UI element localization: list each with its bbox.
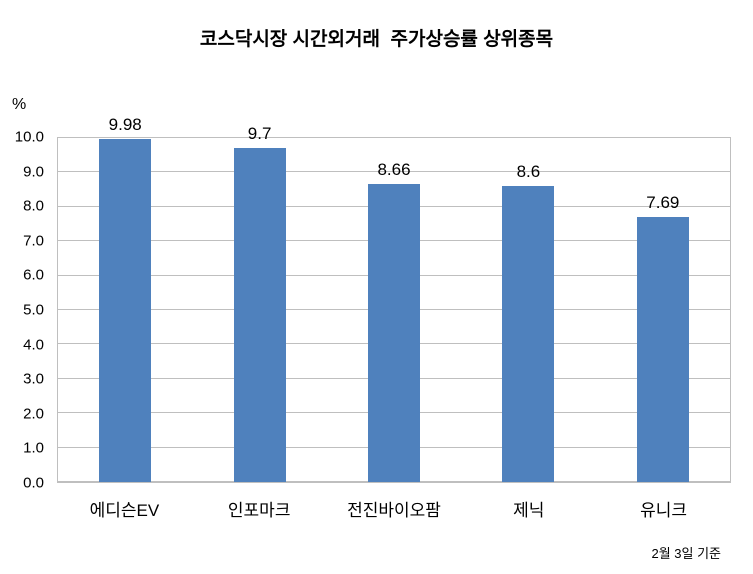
bar-slot: 8.66: [327, 138, 461, 482]
y-tick-label: 8.0: [23, 197, 44, 215]
bar-slot: 7.69: [596, 138, 730, 482]
bar: [636, 217, 689, 482]
footnote: 2월 3일 기준: [651, 546, 721, 561]
bar: [502, 186, 555, 482]
y-tick-label: 2.0: [23, 405, 44, 423]
category-label: 에디슨EV: [89, 501, 160, 520]
plot-area: 9.98 9.7 8.66 8.6 7.69: [57, 116, 731, 483]
value-label: 8.6: [516, 162, 541, 182]
y-tick-label: 4.0: [23, 336, 44, 354]
x-axis-category-labels: 에디슨EV 인포마크 전진바이오팜 제닉 유니크: [57, 496, 731, 521]
gridline: [58, 171, 730, 173]
chart-title: 코스닥시장 시간외거래 주가상승률 상위종목: [199, 29, 554, 50]
bars: 9.98 9.7 8.66 8.6 7.69: [58, 116, 730, 482]
y-tick-label: 3.0: [23, 370, 44, 388]
bar: [368, 184, 421, 482]
y-axis-tick-labels: 0.0 1.0 2.0 3.0 4.0 5.0 6.0 7.0 8.0 9.0 10.0: [0, 130, 50, 491]
bar: [99, 138, 152, 482]
value-label: 8.66: [377, 160, 411, 180]
gridline: [58, 137, 730, 138]
category-label: 유니크: [640, 501, 688, 520]
value-label: 7.69: [646, 193, 680, 213]
y-tick-label: 5.0: [23, 301, 44, 319]
bar-slot: 9.7: [192, 125, 326, 482]
value-label: 9.7: [247, 124, 272, 144]
y-axis-unit-label: %: [12, 96, 27, 113]
category-label: 전진바이오팜: [347, 501, 441, 520]
y-tick-label: 9.0: [23, 163, 44, 181]
bar-slot: 8.6: [461, 138, 595, 482]
bar: [233, 148, 286, 482]
bar-slot: 9.98: [58, 116, 192, 482]
y-tick-label: 6.0: [23, 266, 44, 284]
category-label: 제닉: [513, 501, 545, 520]
y-tick-label: 0.0: [23, 474, 44, 492]
y-tick-label: 1.0: [23, 439, 44, 457]
y-tick-label: 7.0: [23, 232, 44, 250]
value-label: 9.98: [108, 114, 142, 134]
category-label: 인포마크: [227, 501, 291, 520]
y-tick-label: 10.0: [14, 128, 44, 146]
